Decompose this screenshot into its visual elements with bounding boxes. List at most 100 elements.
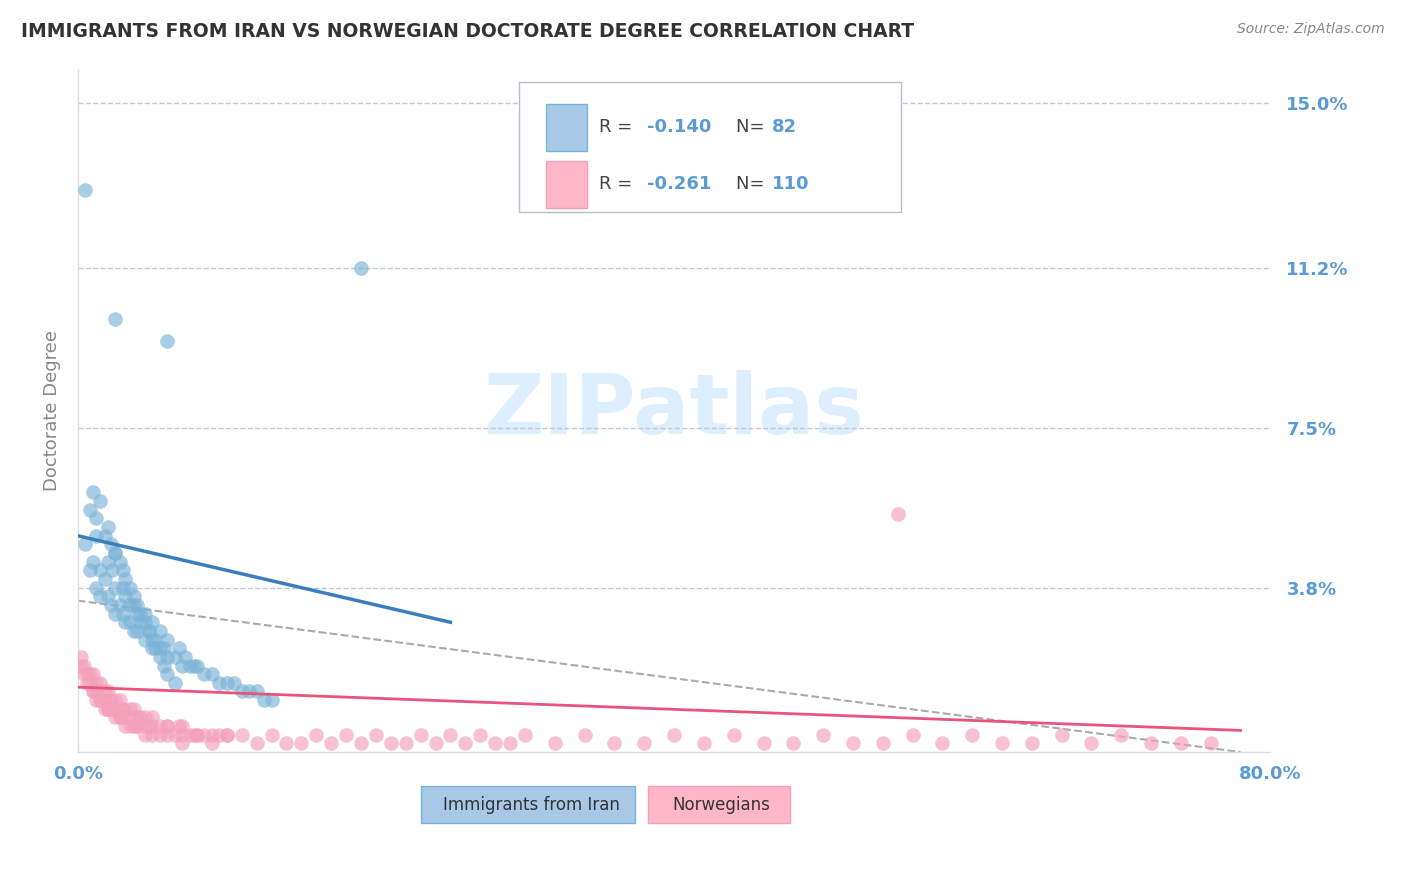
Point [752, 736, 775, 750]
Point [276, 736, 298, 750]
Point [79, 563, 101, 577]
Point [104, 710, 127, 724]
Point [111, 563, 134, 577]
Point [470, 728, 492, 742]
Point [662, 728, 685, 742]
Point [141, 632, 163, 647]
Text: IMMIGRANTS FROM IRAN VS NORWEGIAN DOCTORATE DEGREE CORRELATION CHART: IMMIGRANTS FROM IRAN VS NORWEGIAN DOCTOR… [21, 22, 914, 41]
Point [141, 641, 163, 656]
Point [193, 728, 215, 742]
Point [134, 728, 156, 742]
Point [108, 710, 131, 724]
Point [149, 728, 172, 742]
Point [73, 658, 96, 673]
Point [134, 615, 156, 630]
Point [127, 607, 149, 621]
Point [350, 260, 373, 275]
Point [253, 693, 276, 707]
Point [231, 684, 253, 698]
Point [141, 615, 163, 630]
Point [156, 719, 179, 733]
Point [111, 702, 134, 716]
Point [69, 658, 91, 673]
Point [100, 693, 122, 707]
Point [108, 693, 131, 707]
FancyBboxPatch shape [547, 103, 588, 151]
Point [156, 728, 179, 742]
Point [73, 667, 96, 681]
Point [931, 736, 953, 750]
Point [395, 736, 418, 750]
Point [305, 728, 328, 742]
Point [574, 728, 596, 742]
Point [163, 728, 186, 742]
Point [104, 607, 127, 621]
Point [104, 693, 127, 707]
Point [118, 598, 141, 612]
Point [156, 632, 179, 647]
Point [97, 555, 120, 569]
Point [84, 581, 107, 595]
Point [246, 736, 269, 750]
Point [82, 684, 104, 698]
Point [872, 736, 894, 750]
Point [513, 728, 536, 742]
Point [124, 624, 146, 638]
Point [97, 702, 120, 716]
Point [101, 563, 124, 577]
Point [156, 667, 179, 681]
Point [991, 736, 1014, 750]
Point [183, 728, 205, 742]
Point [409, 728, 432, 742]
Point [208, 676, 231, 690]
Point [143, 641, 166, 656]
Point [603, 736, 626, 750]
Point [138, 719, 160, 733]
Point [201, 667, 224, 681]
Point [134, 719, 156, 733]
Point [138, 624, 160, 638]
Point [84, 511, 107, 525]
Point [79, 676, 101, 690]
Point [364, 728, 387, 742]
Point [111, 710, 134, 724]
Point [350, 736, 373, 750]
Point [454, 736, 477, 750]
FancyBboxPatch shape [648, 786, 790, 823]
Point [82, 485, 104, 500]
Point [93, 529, 115, 543]
Text: R =: R = [599, 119, 638, 136]
Point [89, 676, 111, 690]
FancyBboxPatch shape [519, 82, 901, 212]
Point [153, 641, 176, 656]
Point [79, 667, 101, 681]
Point [321, 736, 343, 750]
Point [153, 658, 176, 673]
Point [127, 598, 149, 612]
Text: 110: 110 [772, 176, 810, 194]
Point [842, 736, 865, 750]
Point [97, 702, 120, 716]
Point [129, 607, 152, 621]
Point [693, 736, 716, 750]
Point [89, 563, 111, 577]
Point [76, 667, 98, 681]
Point [75, 537, 97, 551]
Point [782, 736, 804, 750]
Text: 82: 82 [772, 119, 797, 136]
Point [156, 334, 179, 348]
Point [425, 736, 447, 750]
Point [1199, 736, 1222, 750]
Point [118, 581, 141, 595]
Point [960, 728, 983, 742]
Point [127, 624, 149, 638]
Point [260, 728, 283, 742]
Point [723, 728, 745, 742]
Point [633, 736, 655, 750]
Point [224, 676, 246, 690]
Point [111, 607, 134, 621]
Point [1140, 736, 1163, 750]
Point [84, 684, 107, 698]
Point [82, 684, 104, 698]
Text: -0.140: -0.140 [647, 119, 711, 136]
